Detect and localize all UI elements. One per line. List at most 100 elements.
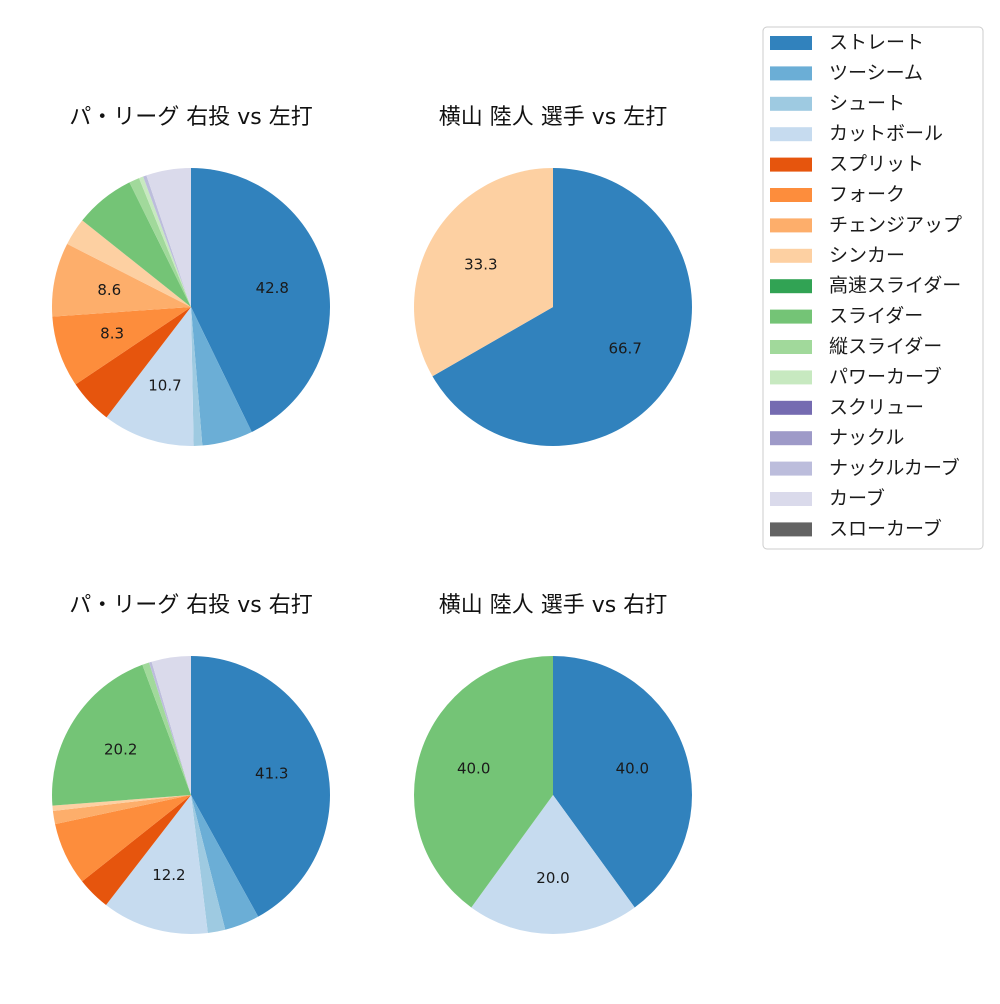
legend-item: チェンジアップ: [770, 214, 962, 236]
legend-item: スクリュー: [770, 396, 924, 418]
pie-chart-4: 横山 陸人 選手 vs 右打 40.0 20.0 40.0: [414, 593, 693, 934]
legend-label: シンカー: [829, 244, 905, 266]
pie-slice: [75, 307, 191, 418]
legend-items: ストレートツーシームシュートカットボールスプリットフォークチェンジアップシンカー…: [770, 32, 962, 540]
slice-value-label: 41.3: [255, 765, 288, 783]
pie-slice: [82, 795, 191, 906]
pie-slice: [52, 795, 191, 825]
legend-swatch: [770, 96, 812, 111]
legend-item: ナックルカーブ: [770, 456, 960, 479]
legend-swatch: [770, 218, 812, 233]
pie-slice: [191, 307, 203, 446]
slice-value-label: 12.2: [152, 866, 185, 884]
legend-swatch: [770, 279, 812, 294]
pie-slice: [151, 656, 191, 795]
legend-label: フォーク: [829, 184, 905, 206]
slice-value-label: 42.8: [256, 279, 289, 297]
pie-slice: [142, 662, 191, 795]
legend-swatch: [770, 36, 812, 50]
pie-slice: [146, 168, 191, 307]
pie-title: 横山 陸人 選手 vs 左打: [439, 105, 667, 130]
pie-title: パ・リーグ 右投 vs 右打: [69, 593, 312, 618]
legend-swatch: [770, 340, 812, 354]
slice-value-label: 40.0: [457, 760, 490, 778]
legend-swatch: [770, 66, 812, 81]
pie-slice: [414, 168, 553, 377]
legend-swatch: [770, 188, 812, 202]
legend-item: ストレート: [770, 32, 924, 54]
slice-value-label: 20.2: [104, 741, 137, 759]
pie-chart-1: パ・リーグ 右投 vs 左打 42.8 10.7 8.3 8.6: [52, 105, 331, 446]
pie-slice: [471, 795, 635, 934]
slice-value-label: 20.0: [536, 869, 569, 887]
legend-label: パワーカーブ: [829, 365, 942, 388]
pie-slice: [191, 307, 252, 446]
slice-value-label: 8.6: [97, 281, 121, 299]
pie-slice: [191, 168, 331, 433]
legend-label: スライダー: [829, 305, 923, 327]
pie-slice: [106, 795, 208, 934]
legend-swatch: [770, 248, 812, 263]
legend-item: ツーシーム: [770, 62, 923, 84]
legend-label: カーブ: [829, 487, 885, 510]
pie-slice: [191, 795, 259, 930]
legend-label: 縦スライダー: [829, 336, 942, 358]
pie-slice: [55, 795, 192, 882]
pie-slice: [82, 182, 191, 307]
legend-swatch: [770, 400, 812, 415]
legend-label: スローカーブ: [829, 517, 942, 540]
pie-slice: [432, 168, 692, 446]
legend-label: スプリット: [829, 153, 924, 175]
legend-swatch: [770, 461, 812, 476]
slice-value-label: 8.3: [100, 325, 124, 343]
legend-label: 高速スライダー: [829, 275, 961, 297]
legend-item: スライダー: [770, 305, 923, 327]
pie-chart-2: 横山 陸人 選手 vs 左打 66.7 33.3: [414, 105, 692, 446]
legend-item: ナックル: [770, 427, 904, 449]
legend: ストレートツーシームシュートカットボールスプリットフォークチェンジアップシンカー…: [762, 26, 984, 550]
legend-label: チェンジアップ: [829, 214, 962, 236]
legend-item: カットボール: [770, 123, 943, 145]
legend-item: パワーカーブ: [770, 365, 942, 388]
pie-slice: [52, 307, 191, 385]
legend-item: スローカーブ: [770, 517, 942, 540]
legend-label: シュート: [829, 92, 905, 114]
pie-slice: [67, 220, 191, 307]
legend-swatch: [770, 309, 812, 324]
legend-label: ストレート: [829, 32, 924, 54]
legend-item: スプリット: [770, 153, 924, 175]
legend-label: カットボール: [829, 123, 943, 145]
pie-slice: [143, 175, 191, 307]
legend-label: ツーシーム: [829, 62, 923, 84]
pie-slice: [149, 661, 191, 795]
legend-item: フォーク: [770, 184, 905, 206]
legend-swatch: [770, 157, 812, 172]
pie-slice: [139, 176, 191, 307]
legend-item: シンカー: [770, 244, 905, 266]
legend-swatch: [770, 522, 812, 537]
pie-slice: [191, 656, 330, 917]
legend-item: 高速スライダー: [770, 275, 961, 297]
pie-charts: パ・リーグ 右投 vs 左打 42.8 10.7 8.3 8.6 横山 陸人 選手 vs …: [52, 105, 693, 934]
legend-swatch: [770, 431, 812, 446]
legend-label: ナックル: [829, 427, 904, 449]
legend-swatch: [770, 370, 812, 385]
legend-label: スクリュー: [829, 396, 924, 418]
pie-chart-3: パ・リーグ 右投 vs 右打 41.3 12.2 20.2: [52, 593, 330, 934]
pie-slice: [414, 656, 553, 908]
legend-label: ナックルカーブ: [829, 456, 960, 479]
slice-value-label: 66.7: [608, 339, 641, 357]
legend-item: 縦スライダー: [770, 336, 942, 358]
pie-title: パ・リーグ 右投 vs 左打: [69, 105, 312, 130]
pie-slice: [52, 243, 191, 317]
pie-slice: [52, 795, 191, 811]
pie-slice: [106, 307, 194, 446]
slice-value-label: 33.3: [464, 256, 497, 274]
pie-title: 横山 陸人 選手 vs 右打: [439, 593, 667, 618]
legend-swatch: [770, 127, 812, 142]
legend-frame: [762, 26, 984, 550]
legend-swatch: [770, 492, 812, 506]
pie-slice: [191, 795, 226, 933]
